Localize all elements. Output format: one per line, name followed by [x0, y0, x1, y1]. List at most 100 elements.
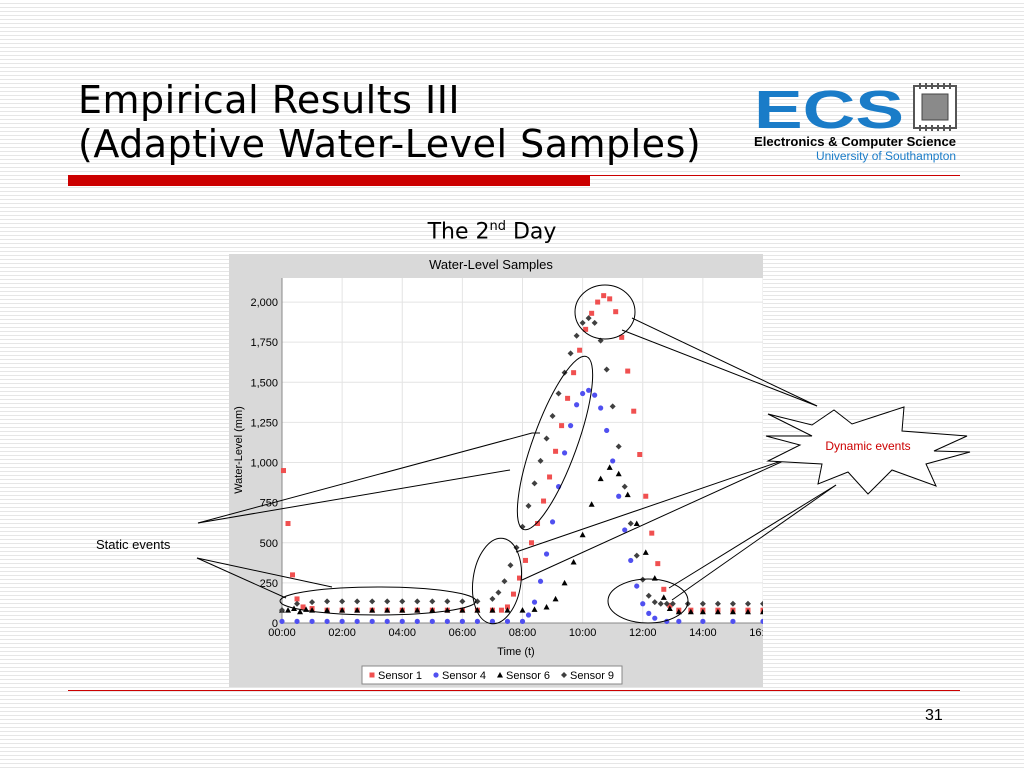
- data-point: [498, 607, 504, 613]
- data-point: [531, 599, 538, 605]
- data-point: [592, 392, 598, 398]
- data-point: [607, 296, 613, 302]
- data-point: [601, 293, 607, 299]
- data-point: [369, 618, 375, 624]
- data-point: [580, 390, 586, 397]
- x-tick-label: 12:00: [629, 627, 657, 639]
- data-point: [699, 608, 706, 615]
- ecs-logo: ECS Electronics & Computer Science Unive…: [754, 82, 957, 163]
- data-point: [459, 618, 465, 624]
- data-point: [535, 521, 541, 527]
- data-point: [700, 618, 706, 624]
- legend-label: Sensor 9: [570, 670, 614, 682]
- data-point: [760, 607, 763, 613]
- data-point: [309, 618, 315, 624]
- data-point: [583, 326, 589, 332]
- data-point: [547, 474, 553, 480]
- data-point: [640, 601, 646, 607]
- title-accent-bar: [68, 175, 590, 186]
- data-point: [603, 366, 610, 373]
- chart-title: Water-Level Samples: [429, 257, 553, 272]
- chart-subtitle: The 2nd Day: [0, 219, 984, 244]
- y-tick-label: 1,250: [250, 417, 278, 429]
- subtitle-superscript: nd: [489, 219, 506, 234]
- data-point: [529, 540, 535, 546]
- y-tick-label: 0: [272, 618, 278, 630]
- data-point: [616, 493, 622, 499]
- data-point: [646, 610, 652, 616]
- data-point: [652, 615, 658, 621]
- data-point: [664, 618, 670, 624]
- x-tick-label: 10:00: [569, 627, 597, 639]
- data-point: [516, 575, 522, 581]
- legend-marker: [369, 672, 375, 678]
- data-point: [552, 595, 559, 602]
- slide-title-line-1: Empirical Results III: [78, 78, 461, 122]
- data-point: [290, 572, 296, 578]
- page-number: 31: [925, 707, 943, 724]
- x-tick-label: 02:00: [328, 627, 356, 639]
- data-point: [729, 600, 736, 607]
- data-point: [729, 608, 736, 615]
- data-point: [543, 603, 550, 610]
- data-point: [571, 370, 577, 376]
- data-point: [567, 350, 574, 357]
- logo-line-1: Electronics & Computer Science: [754, 135, 956, 149]
- data-point: [637, 452, 643, 458]
- data-point: [324, 618, 330, 624]
- data-point: [622, 527, 628, 533]
- data-point: [565, 395, 571, 401]
- x-tick-label: 04:00: [388, 627, 416, 639]
- data-point: [537, 578, 544, 584]
- data-point: [744, 608, 751, 615]
- y-tick-label: 500: [260, 538, 278, 550]
- data-point: [604, 427, 610, 434]
- data-point: [549, 519, 556, 525]
- data-point: [643, 493, 649, 499]
- chart-panel: Water-Level Samples 0 250 500 750 1,000 1,250…: [229, 254, 763, 687]
- x-tick-label: 00:00: [268, 627, 296, 639]
- data-point: [510, 591, 516, 597]
- data-point: [589, 310, 595, 316]
- data-point: [615, 443, 622, 450]
- data-point: [714, 600, 721, 607]
- y-axis-label: Water-Level (mm): [233, 406, 245, 494]
- data-point: [628, 557, 634, 564]
- footer-divider-line: [68, 690, 960, 691]
- data-point: [613, 309, 619, 315]
- data-point: [744, 600, 751, 607]
- title-divider-line: [590, 175, 960, 176]
- data-point: [649, 530, 655, 536]
- y-tick-label: 2,000: [250, 297, 278, 309]
- starburst-shape: [765, 406, 971, 495]
- data-point: [561, 450, 568, 456]
- data-point: [489, 618, 496, 624]
- x-axis-label: Time (t): [497, 646, 534, 658]
- data-point: [504, 618, 511, 624]
- data-point: [525, 612, 532, 618]
- data-point: [760, 600, 763, 607]
- data-point: [279, 618, 285, 624]
- legend-marker: [433, 672, 439, 678]
- dynamic-events-label: Dynamic events: [825, 439, 910, 453]
- data-point: [619, 334, 625, 340]
- legend-label: Sensor 1: [378, 670, 422, 682]
- data-point: [661, 586, 667, 592]
- data-point: [610, 458, 616, 464]
- data-point: [555, 484, 562, 490]
- legend-marker: [497, 672, 503, 678]
- data-point: [384, 618, 390, 624]
- data-point: [531, 606, 538, 612]
- data-point: [631, 408, 637, 414]
- data-point: [598, 405, 604, 411]
- data-point: [474, 618, 481, 624]
- data-point: [577, 347, 583, 353]
- data-point: [285, 521, 291, 527]
- water-level-chart: Water-Level Samples 0 250 500 750 1,000 1,250…: [233, 257, 763, 685]
- data-point: [429, 618, 435, 624]
- data-point: [294, 618, 300, 624]
- legend-label: Sensor 6: [506, 670, 550, 682]
- subtitle-main: The 2: [427, 219, 490, 245]
- y-tick-label: 1,500: [250, 377, 278, 389]
- data-point: [559, 423, 565, 429]
